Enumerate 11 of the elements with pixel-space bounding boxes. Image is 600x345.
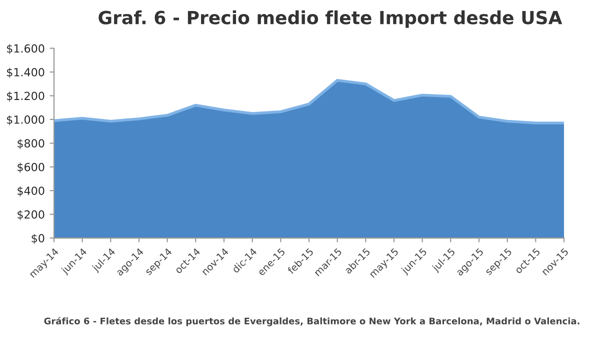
- y-tick-label: $0: [32, 234, 44, 244]
- y-tick-label: $400: [18, 186, 44, 196]
- y-tick-label: $1.400: [7, 68, 44, 78]
- y-tick-label: $1.200: [7, 92, 44, 102]
- y-tick-label: $600: [18, 162, 44, 173]
- text: Gráfico 6 - Fletes desde los puertos de Evergaldes, Baltimore o New York a Barcelona, Madrid o Valencia.: [44, 317, 580, 326]
- y-tick-label: $800: [18, 138, 44, 150]
- chart-title: Graf. 6 - Precio medio flete Import desde USA: [98, 10, 562, 28]
- y-tick-label: $1.000: [7, 115, 44, 126]
- y-tick-label: $200: [18, 210, 44, 220]
- y-tick-label: $1.600: [7, 44, 44, 54]
